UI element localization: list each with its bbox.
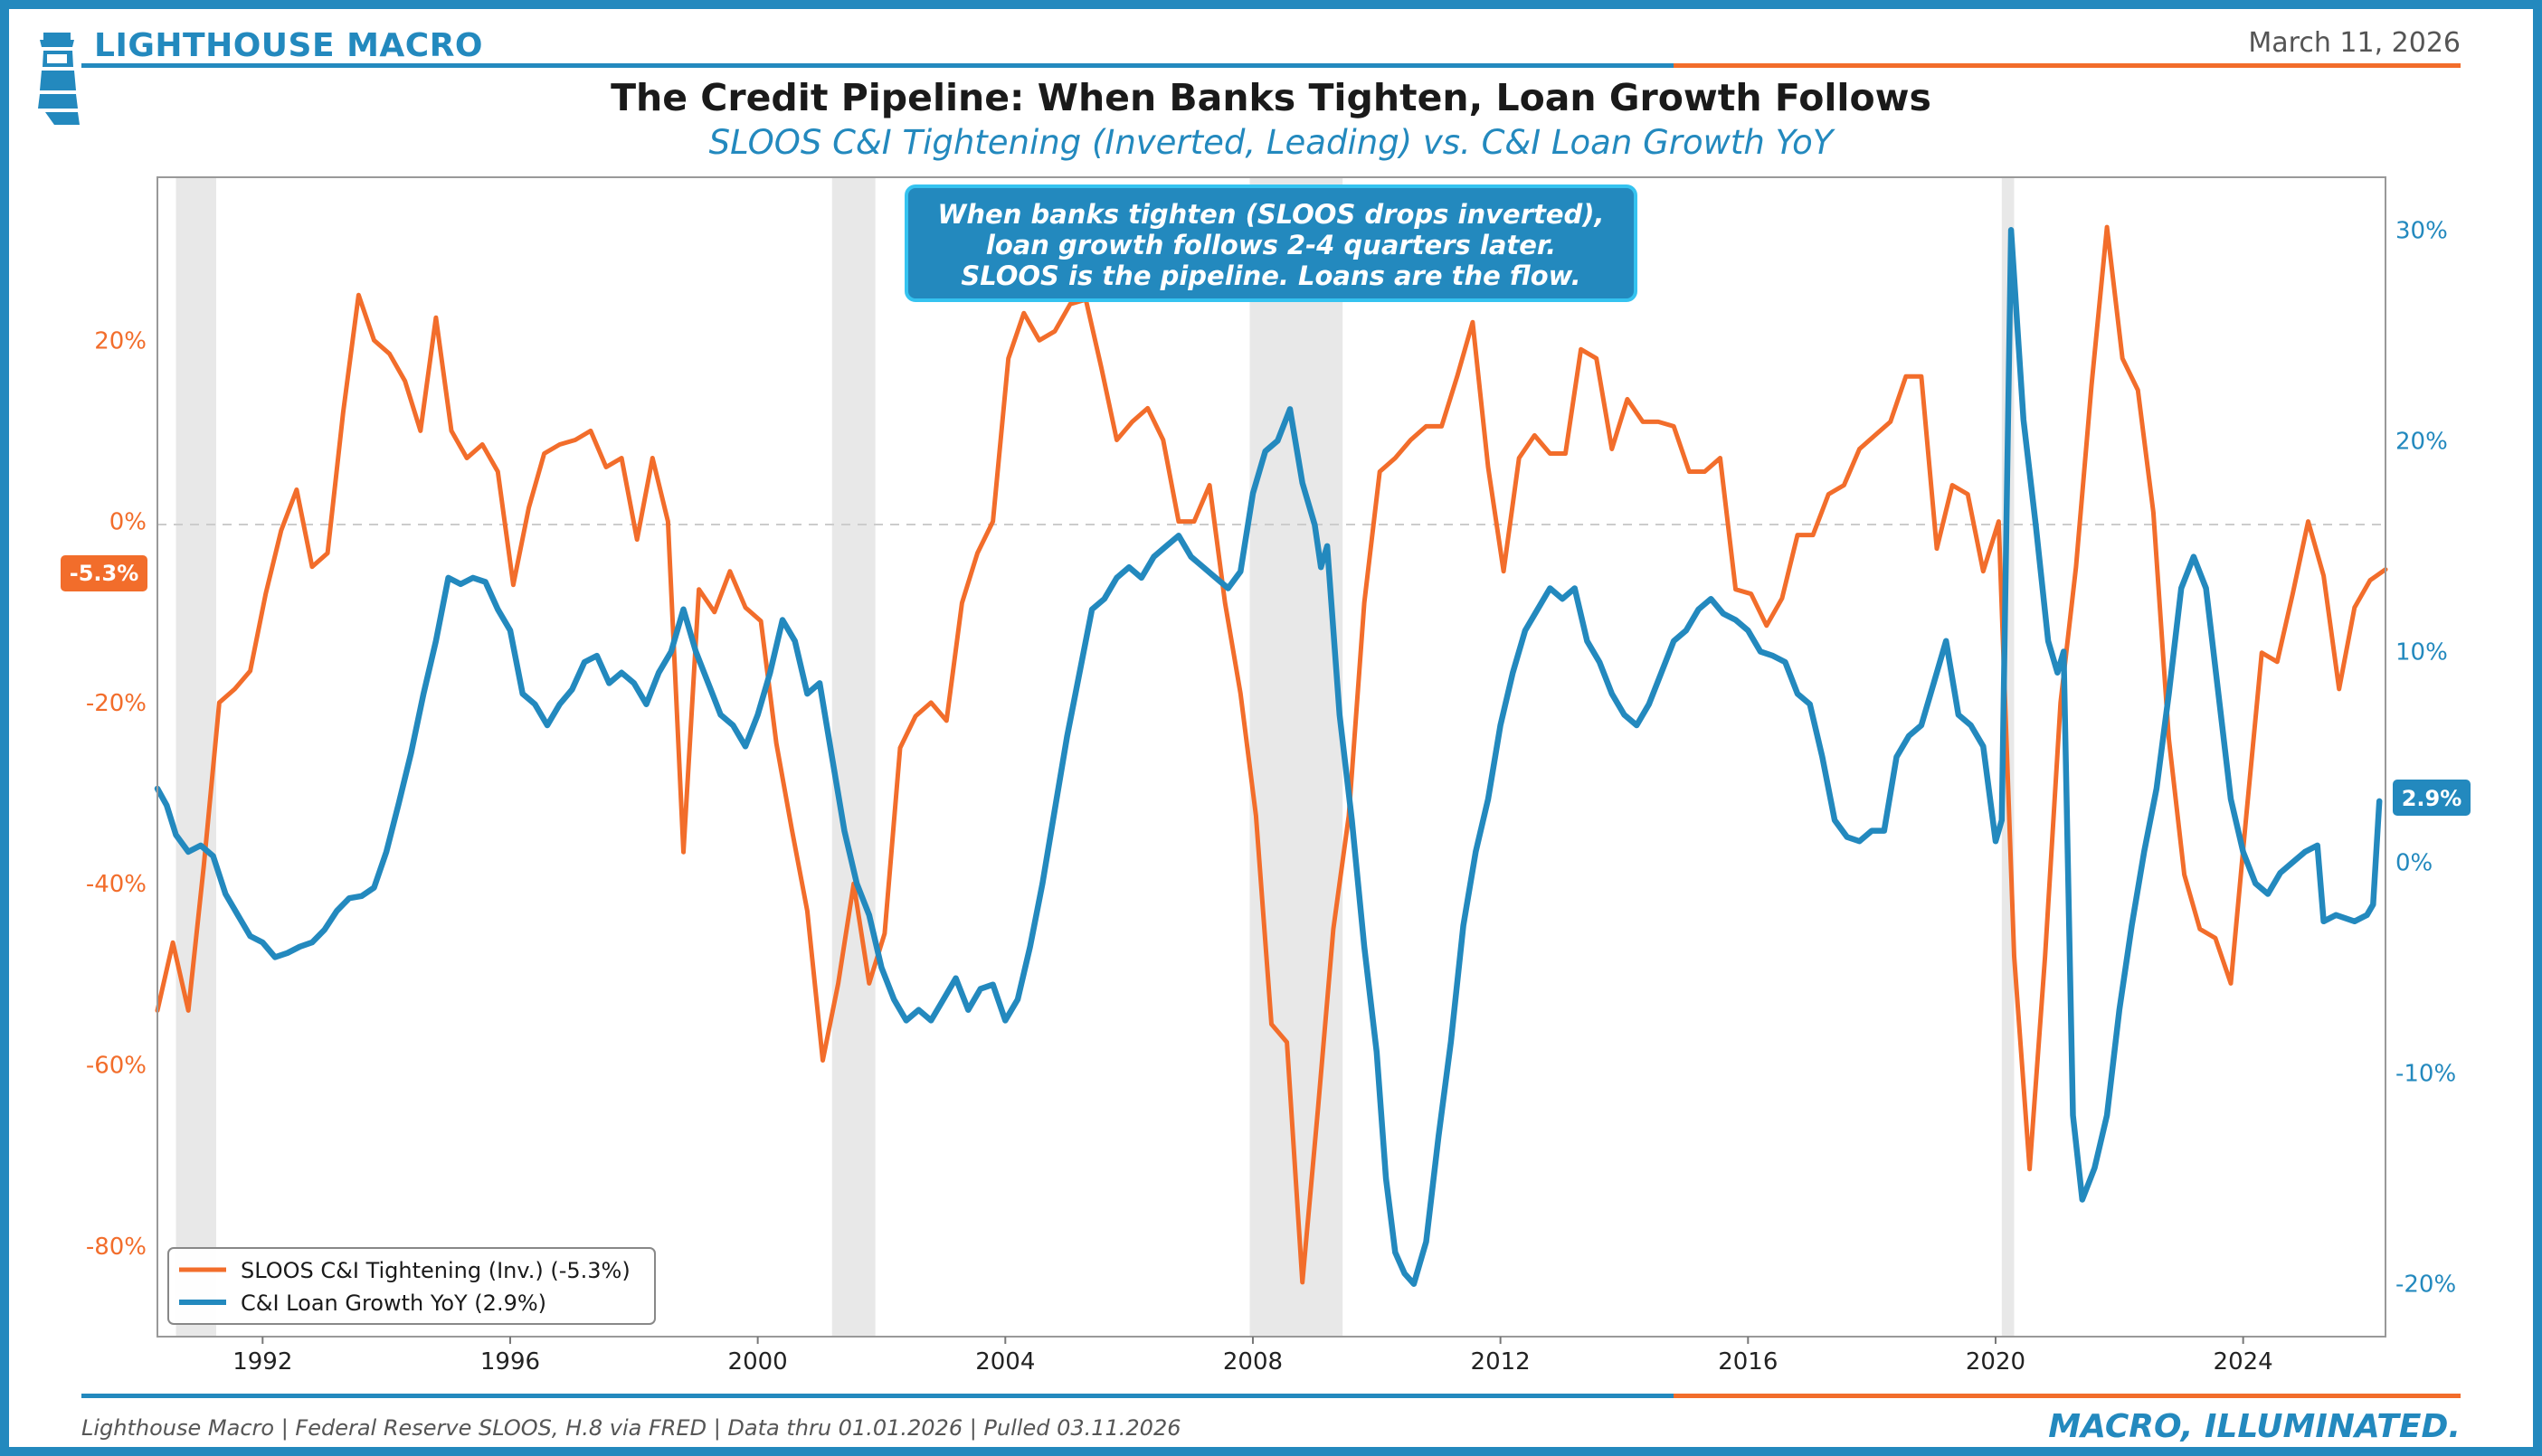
- left-tick-label: -80%: [86, 1234, 147, 1261]
- x-tick-label: 2012: [1471, 1348, 1531, 1376]
- loans-end-badge: 2.9%: [2393, 780, 2471, 816]
- recession-band-1: [175, 177, 216, 1337]
- x-tick-label: 2016: [1718, 1348, 1778, 1376]
- header-rule-blue: [81, 63, 1674, 68]
- plot-area: [154, 176, 2388, 1338]
- chart-subtitle: SLOOS C&I Tightening (Inverted, Leading)…: [708, 123, 1834, 162]
- x-tick-label: 2004: [975, 1348, 1035, 1376]
- right-tick-label: 0%: [2395, 850, 2433, 877]
- x-tick-label: 2000: [728, 1348, 788, 1376]
- x-tick-label: 1992: [232, 1348, 292, 1376]
- right-tick-label: 30%: [2395, 217, 2448, 244]
- legend-label-loans: C&I Loan Growth YoY (2.9%): [241, 1291, 546, 1316]
- annotation-line-1: When banks tighten (SLOOS drops inverted…: [937, 199, 1604, 230]
- annotation-box: When banks tighten (SLOOS drops inverted…: [905, 184, 1637, 302]
- right-tick-label: -20%: [2395, 1272, 2456, 1299]
- annotation-line-3: SLOOS is the pipeline. Loans are the flo…: [961, 260, 1580, 291]
- left-tick-label: -20%: [86, 690, 147, 717]
- left-tick-label: -40%: [86, 871, 147, 898]
- sloos-end-badge: -5.3%: [61, 555, 147, 591]
- tagline: MACRO, ILLUMINATED.: [2048, 1408, 2461, 1445]
- right-tick-label: 20%: [2395, 428, 2448, 455]
- brand-name: LIGHTHOUSE MACRO: [94, 27, 484, 64]
- annotation-line-2: loan growth follows 2-4 quarters later.: [986, 230, 1556, 260]
- sloos-line: [155, 224, 2388, 1285]
- header-rule-orange: [1674, 63, 2461, 68]
- right-tick-label: 10%: [2395, 638, 2448, 666]
- loan-growth-line: [154, 227, 2383, 1287]
- legend-label-sloos: SLOOS C&I Tightening (Inv.) (-5.3%): [241, 1258, 631, 1283]
- report-date: March 11, 2026: [2248, 27, 2461, 59]
- plot-border: [157, 176, 2386, 1338]
- x-tick-label: 1996: [480, 1348, 540, 1376]
- left-tick-label: 20%: [94, 327, 147, 355]
- x-tick-label: 2020: [1966, 1348, 2025, 1376]
- x-tick-label: 2024: [2214, 1348, 2273, 1376]
- chart-title: The Credit Pipeline: When Banks Tighten,…: [611, 76, 1931, 119]
- source-note: Lighthouse Macro | Federal Reserve SLOOS…: [81, 1415, 1181, 1441]
- recession-band-2: [831, 177, 876, 1337]
- sloos-end-label: -5.3%: [70, 561, 139, 586]
- left-tick-label: -60%: [86, 1053, 147, 1080]
- recession-band-3: [1249, 177, 1343, 1337]
- x-tick-label: 2008: [1223, 1348, 1283, 1376]
- lighthouse-logo-icon: [38, 33, 80, 125]
- footer-rule-blue: [81, 1394, 1674, 1398]
- loans-end-label: 2.9%: [2402, 786, 2462, 811]
- legend: SLOOS C&I Tightening (Inv.) (-5.3%) C&I …: [167, 1247, 656, 1325]
- left-tick-label: 0%: [109, 509, 147, 536]
- footer-rule-orange: [1674, 1394, 2461, 1398]
- right-tick-label: -10%: [2395, 1061, 2456, 1088]
